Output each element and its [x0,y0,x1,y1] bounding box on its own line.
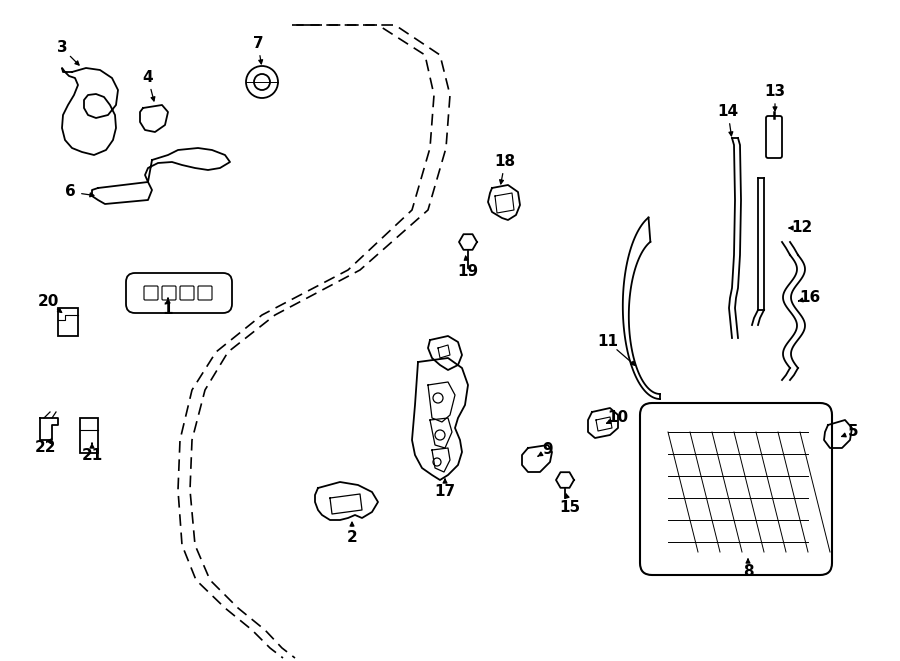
Text: 9: 9 [543,442,553,457]
Text: 2: 2 [346,531,357,545]
Text: 22: 22 [34,440,56,455]
Text: 15: 15 [560,500,580,516]
Text: 3: 3 [57,40,68,56]
Text: 17: 17 [435,485,455,500]
Text: 5: 5 [848,424,859,440]
Bar [58,308,78,336]
Text: 12: 12 [791,221,813,235]
Text: 1: 1 [163,303,173,317]
Text: 11: 11 [598,334,618,350]
Text: 19: 19 [457,264,479,280]
Text: 16: 16 [799,290,821,305]
Text: 4: 4 [143,71,153,85]
Text: 13: 13 [764,85,786,100]
Text: 21: 21 [81,447,103,463]
Bar [80,418,98,453]
Text: 20: 20 [37,295,58,309]
Text: 8: 8 [742,564,753,580]
Text: 10: 10 [608,410,628,426]
Text: 7: 7 [253,36,264,52]
Text: 6: 6 [65,184,76,200]
Text: 14: 14 [717,104,739,120]
Text: 18: 18 [494,155,516,169]
